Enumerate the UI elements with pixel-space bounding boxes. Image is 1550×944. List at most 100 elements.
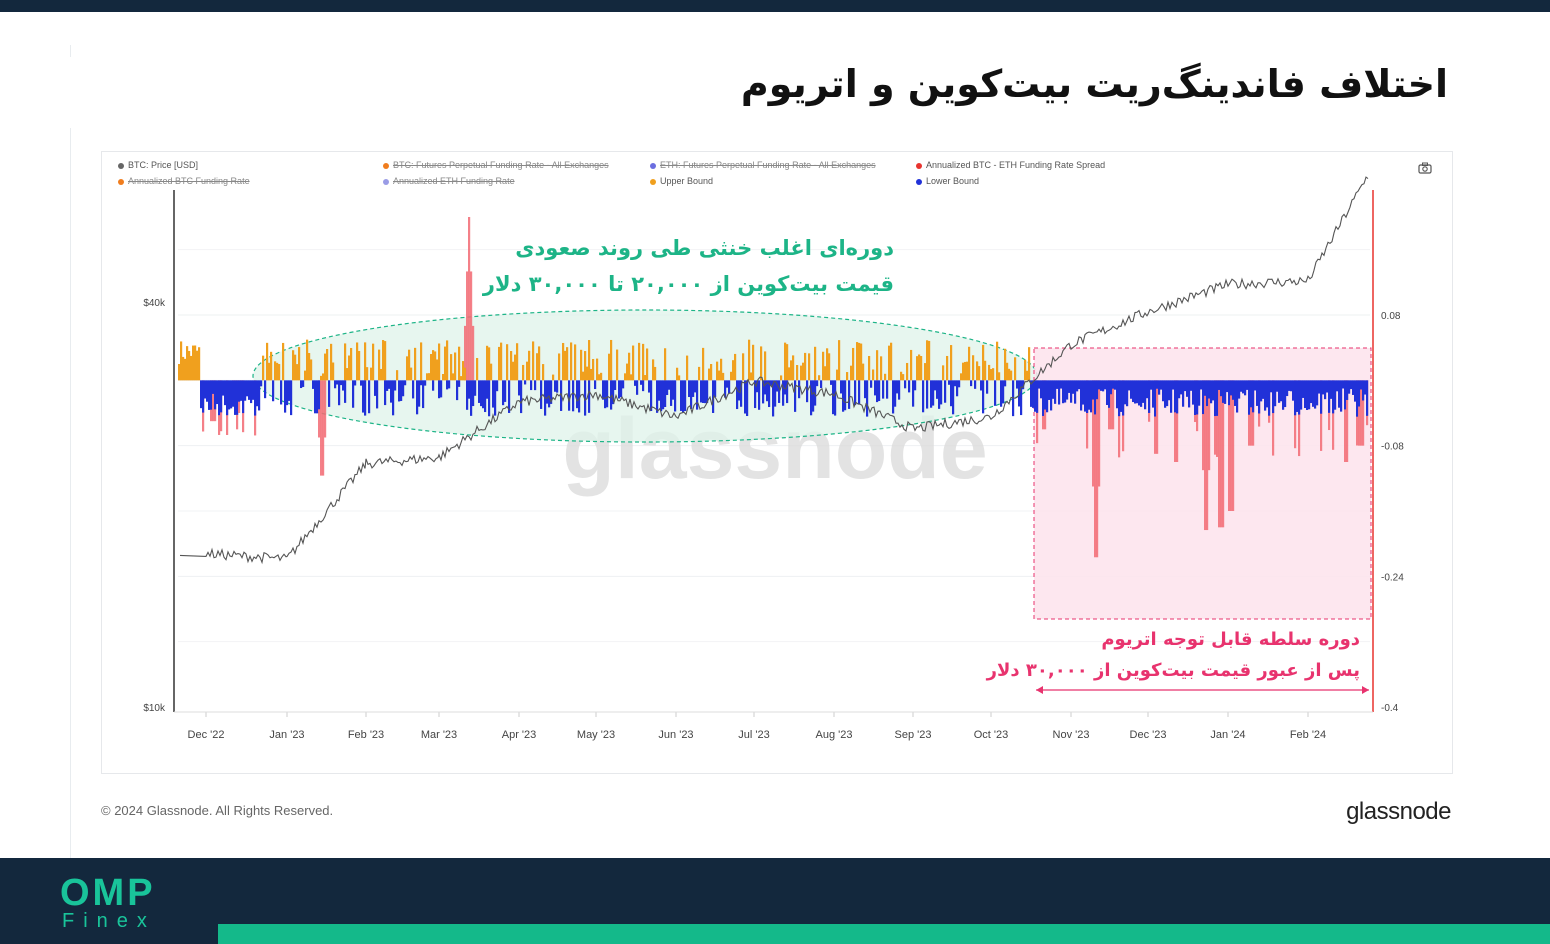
lower-bound-bar — [1136, 380, 1139, 404]
lower-bound-bar — [1046, 380, 1049, 413]
lower-bound-bar — [432, 380, 435, 391]
lower-bound-bar — [260, 380, 263, 387]
legend-item[interactable]: Annualized BTC - ETH Funding Rate Spread — [916, 160, 1105, 170]
lower-bound-bar — [1162, 380, 1165, 402]
spread-bar — [1174, 380, 1177, 462]
lower-bound-bar — [1196, 380, 1199, 415]
lower-bound-bar — [1098, 380, 1101, 390]
lower-bound-bar — [1302, 380, 1305, 398]
lower-bound-bar — [1364, 380, 1367, 395]
lower-bound-bar — [1070, 380, 1073, 403]
lower-bound-bar — [534, 380, 537, 391]
upper-bound-bar — [862, 363, 865, 381]
lower-bound-bar — [1040, 380, 1043, 399]
upper-bound-bar — [750, 372, 753, 381]
upper-bound-bar — [734, 353, 737, 381]
spread-bar — [1362, 380, 1365, 446]
camera-icon[interactable] — [1418, 162, 1432, 174]
upper-bound-bar — [968, 346, 971, 381]
lower-bound-bar — [1168, 380, 1171, 401]
lower-bound-bar — [758, 380, 761, 410]
upper-bound-bar — [464, 367, 467, 381]
lower-bound-bar — [206, 380, 209, 402]
lower-bound-bar — [794, 380, 797, 412]
lower-bound-bar — [1322, 380, 1325, 395]
upper-bound-bar — [910, 349, 913, 381]
lower-bound-bar — [1226, 380, 1229, 393]
upper-bound-bar — [918, 354, 921, 381]
legend-item[interactable]: ETH: Futures Perpetual Funding Rate - Al… — [650, 160, 876, 170]
lower-bound-bar — [1254, 380, 1257, 391]
lower-bound-bar — [1072, 380, 1075, 394]
lower-bound-bar — [662, 380, 665, 410]
upper-bound-bar — [784, 342, 787, 381]
legend-dot — [383, 178, 389, 185]
lower-bound-bar — [364, 380, 367, 416]
lower-bound-bar — [398, 380, 401, 402]
lower-bound-bar — [1144, 380, 1147, 410]
lower-bound-bar — [252, 380, 255, 400]
lower-bound-bar — [774, 380, 777, 407]
lower-bound-bar — [814, 380, 817, 406]
lower-bound-bar — [250, 380, 253, 404]
lower-bound-bar — [338, 380, 341, 406]
lower-bound-bar — [484, 380, 487, 413]
upper-bound-bar — [966, 361, 969, 381]
legend-item[interactable]: Annualized ETH Funding Rate — [383, 176, 515, 186]
lower-bound-bar — [694, 380, 697, 393]
legend-item[interactable]: Annualized BTC Funding Rate — [118, 176, 250, 186]
lower-bound-bar — [1282, 380, 1285, 410]
lower-bound-bar — [622, 380, 625, 389]
spread-bar — [1252, 380, 1255, 446]
upper-bound-bar — [380, 368, 383, 381]
lower-bound-bar — [940, 380, 943, 405]
upper-bound-bar — [542, 364, 545, 381]
legend-item[interactable]: BTC: Futures Perpetual Funding Rate - Al… — [383, 160, 609, 170]
upper-bound-bar — [498, 346, 501, 381]
lower-bound-bar — [680, 380, 683, 411]
upper-bound-bar — [486, 345, 489, 381]
btc-price-line — [179, 176, 1369, 565]
lower-bound-bar — [844, 380, 847, 411]
upper-bound-bar — [720, 358, 723, 381]
page-title: اختلاف فاندینگ‌ریت بیت‌کوین و اتریوم — [740, 62, 1448, 106]
spread-bar — [320, 380, 323, 476]
lower-bound-bar — [214, 380, 217, 410]
lower-bound-bar — [1258, 380, 1261, 414]
lower-bound-bar — [234, 380, 237, 415]
lower-bound-bar — [254, 380, 257, 416]
upper-bound-bar — [760, 346, 763, 381]
upper-bound-bar — [796, 365, 799, 381]
lower-bound-bar — [236, 380, 239, 415]
annotation-line: دوره‌ای اغلب خنثی طی روند صعودی — [515, 236, 894, 260]
lower-bound-bar — [280, 380, 283, 405]
lower-bound-bar — [1320, 380, 1323, 414]
right-tick-label: 0.08 — [1381, 311, 1401, 322]
lower-bound-bar — [1064, 380, 1067, 403]
upper-bound-bar — [708, 368, 711, 381]
finex-logo: Finex — [62, 910, 156, 932]
lower-bound-bar — [1090, 380, 1093, 413]
lower-bound-bar — [578, 380, 581, 413]
lower-bound-bar — [422, 380, 425, 409]
lower-bound-bar — [612, 380, 615, 405]
lower-bound-bar — [798, 380, 801, 399]
upper-bound-bar — [292, 350, 295, 381]
lower-bound-bar — [1160, 380, 1163, 390]
upper-bound-bar — [428, 373, 431, 381]
x-tick-label: Feb '24 — [1290, 729, 1326, 741]
lower-bound-bar — [1188, 380, 1191, 408]
spread-bar — [1250, 380, 1253, 446]
spread-bar — [1346, 380, 1349, 462]
legend-item[interactable]: BTC: Price [USD] — [118, 160, 198, 170]
legend-item[interactable]: Upper Bound — [650, 176, 713, 186]
upper-bound-bar — [178, 363, 181, 381]
legend-item[interactable]: Lower Bound — [916, 176, 979, 186]
upper-bound-bar — [780, 375, 783, 381]
lower-bound-bar — [200, 380, 203, 409]
lower-bound-bar — [982, 380, 985, 414]
lower-bound-bar — [1076, 380, 1079, 392]
lower-bound-bar — [1334, 380, 1337, 410]
lower-bound-bar — [1328, 380, 1331, 413]
lower-bound-bar — [640, 380, 643, 385]
